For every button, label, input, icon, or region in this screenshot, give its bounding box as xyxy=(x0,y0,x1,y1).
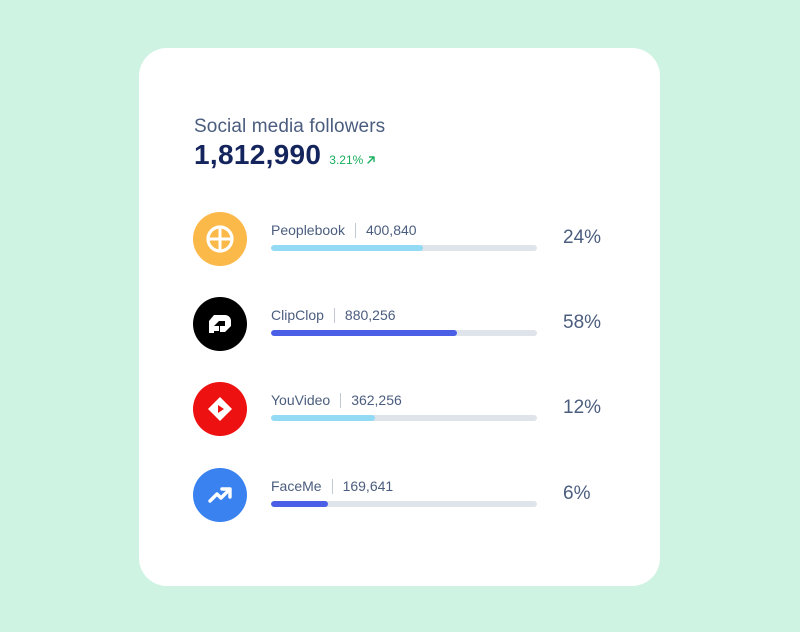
progress-fill xyxy=(271,245,423,251)
progress-fill xyxy=(271,330,458,336)
progress-track xyxy=(271,330,537,336)
platform-info: FaceMe 169,641 xyxy=(271,478,393,494)
progress-fill xyxy=(271,501,329,507)
faceme-logo-icon xyxy=(193,468,247,522)
divider xyxy=(340,392,342,408)
platform-info: YouVideo 362,256 xyxy=(271,392,402,408)
arrow-up-right-icon xyxy=(367,156,375,164)
change-value: 3.21% xyxy=(329,153,364,167)
peoplebook-logo-icon xyxy=(193,212,247,266)
platform-row-peoplebook: Peoplebook 400,840 24% xyxy=(193,212,613,266)
progress-track xyxy=(271,501,537,507)
platform-row-faceme: FaceMe 169,641 6% xyxy=(193,468,613,522)
total-row: 1,812,990 3.21% xyxy=(194,139,376,171)
card-title: Social media followers xyxy=(194,116,386,137)
divider xyxy=(354,222,356,238)
platform-percent: 12% xyxy=(563,397,602,418)
platform-name: ClipClop xyxy=(271,307,324,323)
followers-card: Social media followers 1,812,990 3.21% P… xyxy=(139,48,660,586)
platform-name: Peoplebook xyxy=(271,222,345,238)
platform-row-clipclop: ClipClop 880,256 58% xyxy=(193,297,613,351)
progress-track xyxy=(271,245,537,251)
change-badge: 3.21% xyxy=(329,153,376,167)
platform-row-youvideo: YouVideo 362,256 12% xyxy=(193,382,613,436)
divider xyxy=(331,478,333,494)
progress-fill xyxy=(271,415,375,421)
clipclop-logo-icon xyxy=(193,297,247,351)
platform-followers: 400,840 xyxy=(365,222,417,238)
youvideo-logo-icon xyxy=(193,382,247,436)
divider xyxy=(333,307,335,323)
platform-percent: 6% xyxy=(563,483,591,504)
total-followers: 1,812,990 xyxy=(194,139,322,170)
platform-followers: 362,256 xyxy=(351,392,402,408)
platform-info: ClipClop 880,256 xyxy=(271,307,396,323)
platform-percent: 58% xyxy=(563,312,602,333)
platform-followers: 880,256 xyxy=(344,307,396,323)
platform-name: FaceMe xyxy=(271,478,322,494)
platform-followers: 169,641 xyxy=(342,478,394,494)
platform-info: Peoplebook 400,840 xyxy=(271,222,417,238)
platform-name: YouVideo xyxy=(271,392,331,408)
platform-percent: 24% xyxy=(563,227,602,248)
progress-track xyxy=(271,415,537,421)
